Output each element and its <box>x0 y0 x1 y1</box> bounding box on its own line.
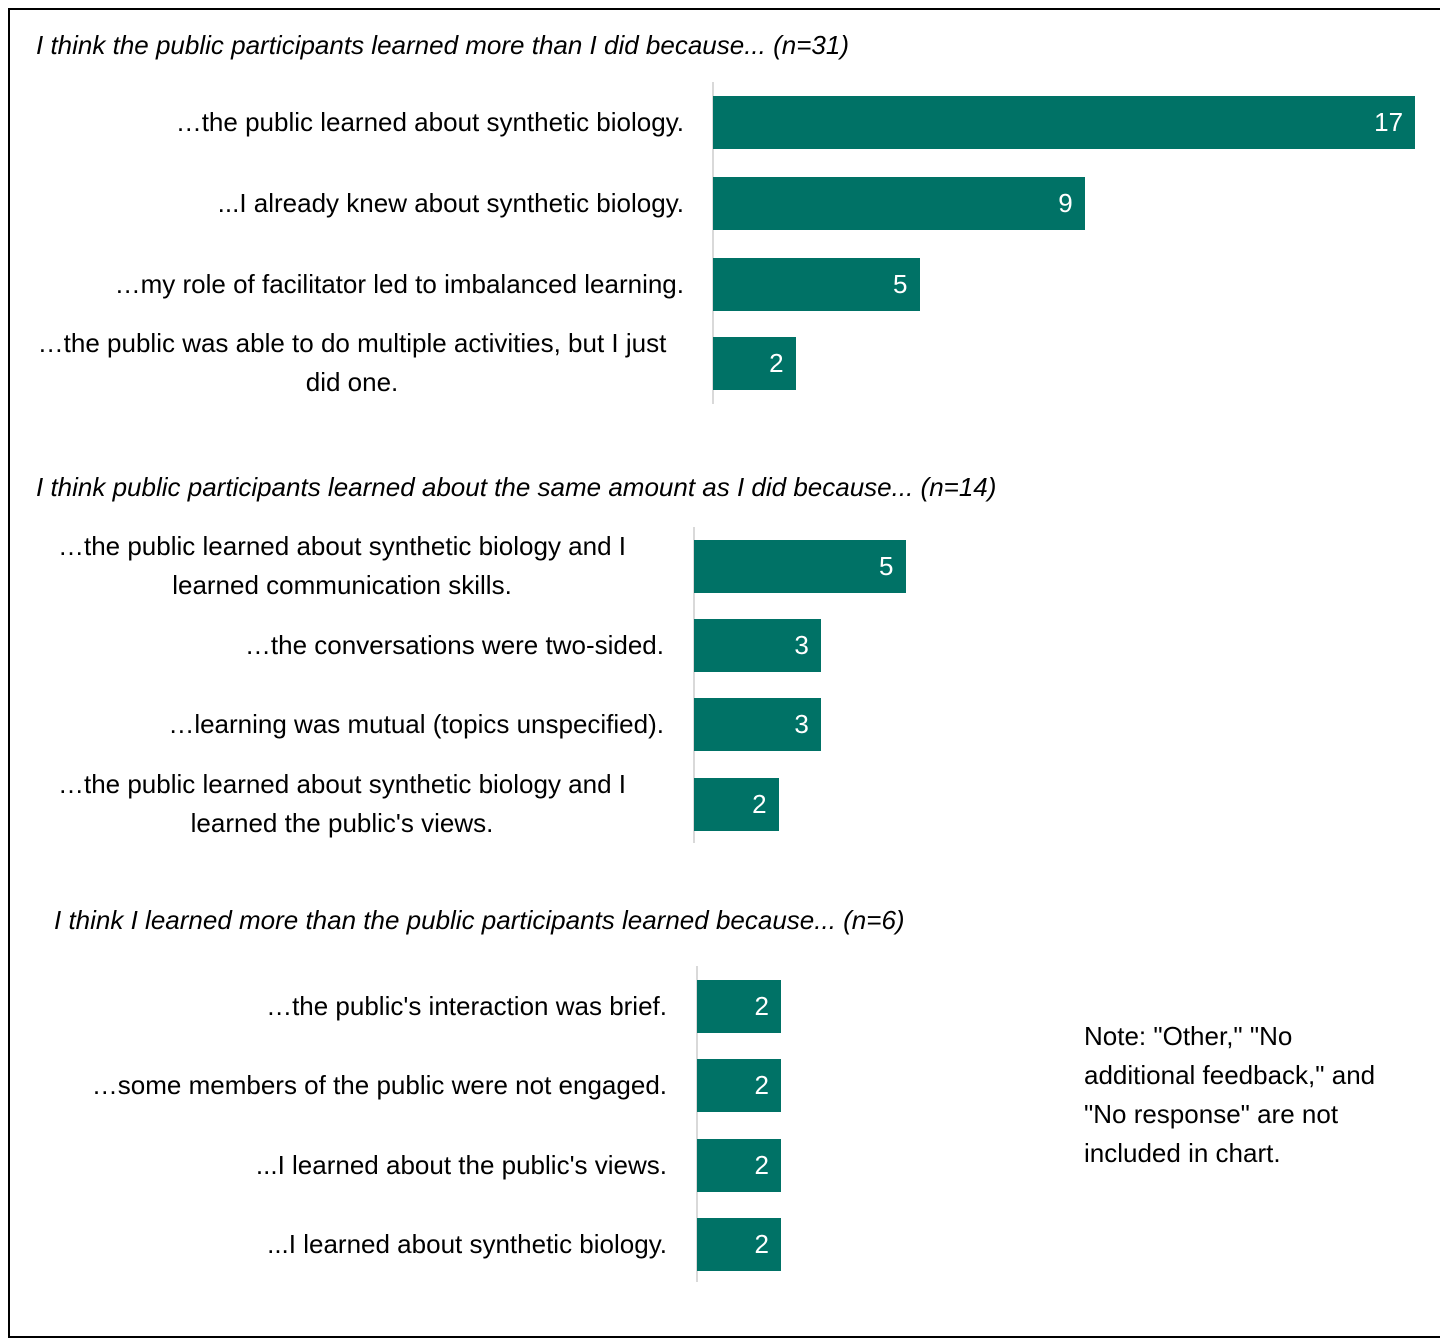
category-label: …the public learned about synthetic biol… <box>175 106 684 137</box>
bar <box>697 1058 781 1112</box>
bar-value-label: 2 <box>754 1228 769 1259</box>
panel-3-axis-line <box>696 966 698 1282</box>
chart-note: Note: "Other," "No additional feedback,"… <box>1084 1021 1376 1168</box>
bar <box>694 697 821 751</box>
category-label: ...I learned about the public's views. <box>255 1149 667 1180</box>
bar <box>697 1217 781 1271</box>
category-label: …the public was able to do multiple acti… <box>37 328 667 397</box>
bar <box>694 618 821 672</box>
bar-value-label: 9 <box>1058 187 1073 218</box>
bar-value-label: 2 <box>754 1149 769 1180</box>
bar-value-label: 2 <box>752 788 767 819</box>
bar-value-label: 2 <box>754 990 769 1021</box>
bar <box>694 539 906 593</box>
bar <box>713 336 796 390</box>
panel-2-title: I think public participants learned abou… <box>36 472 997 502</box>
bar <box>697 979 781 1033</box>
category-label: …learning was mutual (topics unspecified… <box>168 708 664 739</box>
category-label: …my role of facilitator led to imbalance… <box>114 268 684 299</box>
bar-value-label: 2 <box>769 347 784 378</box>
bar-value-label: 3 <box>794 629 809 660</box>
bar-value-label: 2 <box>754 1069 769 1100</box>
bar <box>694 777 779 831</box>
bar-value-label: 3 <box>794 708 809 739</box>
category-label: ...I learned about synthetic biology. <box>267 1228 667 1259</box>
bar-value-label: 5 <box>879 550 894 581</box>
bar <box>713 95 1416 149</box>
panel-1-title: I think the public participants learned … <box>36 30 849 60</box>
category-label: …the public's interaction was brief. <box>266 990 667 1021</box>
panel-1-axis-line <box>712 82 714 404</box>
panel-3-title: I think I learned more than the public p… <box>54 905 905 935</box>
category-label: …the conversations were two-sided. <box>244 629 664 660</box>
bar-value-label: 5 <box>893 268 908 299</box>
category-label: ...I already knew about synthetic biolog… <box>217 187 684 218</box>
bar <box>713 257 920 311</box>
category-label: …the public learned about synthetic biol… <box>57 769 627 838</box>
category-label: …some members of the public were not eng… <box>91 1069 667 1100</box>
bar <box>713 176 1085 230</box>
bar-value-label: 17 <box>1374 106 1404 137</box>
panel-2-axis-line <box>693 527 695 843</box>
bar <box>697 1138 781 1192</box>
category-label: …the public learned about synthetic biol… <box>57 531 627 600</box>
